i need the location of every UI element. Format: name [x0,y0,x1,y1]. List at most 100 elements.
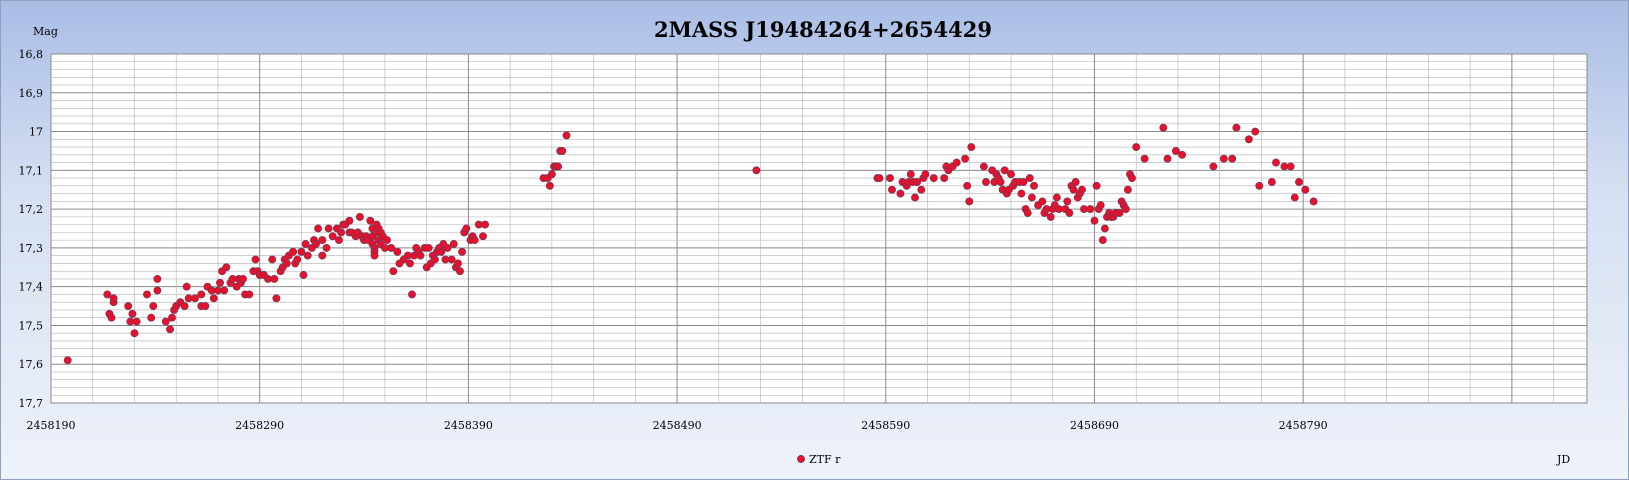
data-point [109,294,118,303]
data-point [1251,127,1260,136]
x-tick-label: 2458590 [861,419,910,432]
data-point [1030,181,1038,190]
data-point [1178,150,1187,159]
data-point [1272,158,1280,167]
data-point [1052,193,1061,202]
data-point [301,240,310,248]
chart-title: 2MASS J19484264+2654429 [654,17,992,42]
data-point [443,243,452,252]
data-point [952,158,961,167]
data-point [180,302,189,311]
data-point [1219,154,1228,163]
data-point [1123,185,1132,194]
data-point [128,309,137,318]
data-point [965,197,974,206]
data-point [562,131,571,140]
x-tick-label: 2458490 [653,419,702,432]
x-tick-label: 2458790 [1279,419,1328,432]
data-point [1163,154,1172,163]
data-point [1063,197,1072,206]
data-point [454,259,462,268]
data-point [318,236,327,245]
data-point [1071,178,1080,186]
legend-marker [797,455,805,463]
data-point [1100,224,1109,233]
data-point [63,356,72,365]
data-point [752,166,761,175]
data-point [1255,181,1264,190]
data-point [197,290,206,299]
data-point [168,313,176,322]
y-tick-label: 17,7 [19,397,44,410]
x-tick-label: 2458390 [444,419,493,432]
x-tick-label: 2458290 [235,419,284,432]
data-point [447,255,456,264]
data-point [1159,123,1168,132]
y-tick-label: 17,2 [19,203,44,216]
x-tick-label: 2458690 [1070,419,1119,432]
data-point [324,224,333,233]
data-point [470,236,479,245]
data-point [479,232,487,241]
data-point [268,255,277,264]
plot-area [50,53,1588,404]
data-point [1115,209,1124,217]
data-point [963,181,972,190]
data-point [929,174,938,183]
data-point [1027,193,1036,202]
data-point [239,274,247,283]
data-point [130,329,139,338]
y-tick-label: 17 [29,126,43,139]
data-point [282,259,291,268]
data-point [383,236,391,245]
data-point [387,243,396,252]
data-point [431,255,439,264]
data-point [424,243,433,252]
data-point [1286,162,1295,171]
data-point [355,212,364,221]
data-point [272,294,281,303]
data-point [1046,212,1055,221]
data-point [996,178,1005,186]
x-tick-label: 2458190 [27,419,76,432]
data-point [251,255,260,264]
data-point [408,290,416,299]
legend: ZTF r [797,453,841,466]
data-point [1069,185,1078,194]
data-point [437,247,446,256]
y-tick-label: 17,3 [19,242,44,255]
data-point [979,162,988,171]
data-point [345,216,354,225]
data-point [1000,166,1009,175]
data-point [481,220,490,229]
data-point [389,267,398,276]
data-point [1232,123,1241,132]
data-point [366,216,375,225]
data-point [917,185,926,194]
data-point [335,236,343,245]
y-tick-label: 17,1 [19,164,44,177]
data-point [270,274,279,283]
y-tick-label: 16,8 [19,48,44,61]
data-point [1267,178,1276,186]
data-point [103,290,112,299]
data-point [406,259,414,268]
data-point [1244,135,1253,144]
data-point [1140,154,1149,163]
data-point [462,224,471,233]
data-point [322,243,331,252]
data-point [1171,146,1180,155]
data-point [147,313,156,322]
data-point [299,271,308,279]
data-point [1209,162,1218,171]
data-point [1098,236,1107,245]
data-point [1019,178,1028,186]
data-point [132,317,141,326]
data-point [554,162,563,171]
data-point [153,286,162,295]
data-point [888,185,896,194]
data-point [906,170,915,179]
data-point [149,302,158,311]
data-point [458,247,467,256]
data-point [222,263,231,272]
